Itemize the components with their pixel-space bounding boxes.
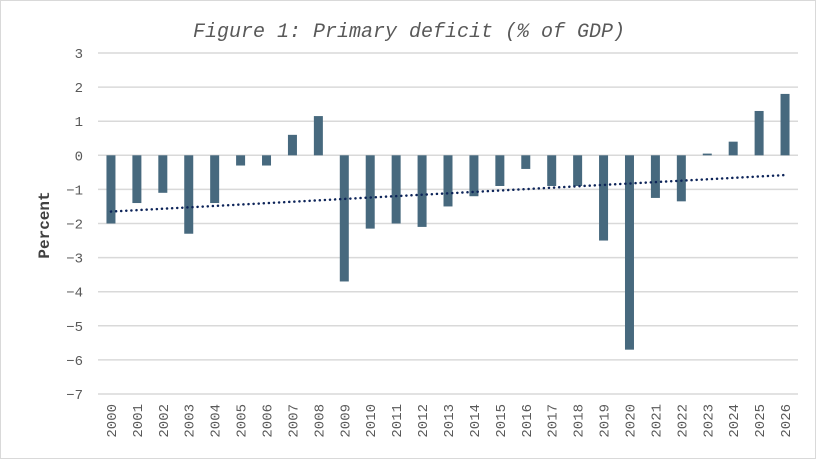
x-tick-label: 2005: [235, 404, 251, 438]
chart-title: Figure 1: Primary deficit (% of GDP): [193, 21, 625, 44]
x-tick-label: 2013: [442, 404, 458, 438]
y-tick-label: −7: [66, 388, 83, 404]
x-tick-label: 2009: [338, 404, 354, 438]
y-tick-label: 0: [75, 149, 83, 165]
bar-2008: [313, 116, 323, 156]
bar-2003: [184, 155, 194, 234]
bar-2019: [599, 155, 609, 241]
bar-2015: [495, 155, 505, 186]
x-tick-label: 2003: [183, 404, 199, 438]
x-tick-label: 2025: [753, 404, 769, 438]
bar-2000: [106, 155, 116, 224]
bar-2022: [676, 155, 686, 202]
x-tick-label: 2006: [261, 404, 277, 438]
bar-2007: [287, 134, 297, 156]
y-tick-label: −5: [66, 320, 83, 336]
x-tick-label: 2017: [546, 404, 562, 438]
bar-2020: [624, 155, 634, 350]
bar-2004: [210, 155, 220, 204]
y-tick-label: 1: [75, 115, 83, 131]
bar-2009: [339, 155, 349, 282]
bar-2024: [728, 141, 738, 156]
bar-2011: [391, 155, 401, 224]
x-tick-label: 2002: [157, 404, 173, 438]
x-tick-label: 2010: [364, 404, 380, 438]
y-axis-label: Percent: [36, 191, 54, 258]
bar-2012: [417, 155, 427, 227]
x-tick-label: 2007: [286, 404, 302, 438]
x-tick-label: 2012: [416, 404, 432, 438]
bar-2018: [573, 155, 583, 186]
bar-2026: [780, 93, 790, 156]
x-tick-label: 2026: [779, 404, 795, 438]
y-tick-label: 3: [75, 47, 83, 63]
x-tick-label: 2000: [105, 404, 121, 438]
y-tick-label: −3: [66, 252, 83, 268]
x-tick-label: 2001: [131, 404, 147, 438]
bar-2016: [521, 155, 531, 169]
bar-2002: [158, 155, 168, 193]
x-tick-label: 2016: [520, 404, 536, 438]
y-tick-label: 2: [75, 81, 83, 97]
trendline: [109, 173, 787, 213]
x-tick-label: 2018: [572, 404, 588, 438]
bar-2017: [547, 155, 557, 186]
bar-2013: [443, 155, 453, 207]
x-tick-label: 2021: [649, 404, 665, 438]
y-tick-label: −4: [66, 286, 83, 302]
bar-2005: [236, 155, 246, 166]
y-tick-label: −1: [66, 183, 83, 199]
bar-2001: [132, 155, 142, 204]
x-tick-label: 2024: [727, 404, 743, 438]
x-tick-label: 2004: [209, 404, 225, 438]
x-tick-label: 2008: [312, 404, 328, 438]
bar-2006: [262, 155, 272, 166]
x-tick-label: 2011: [390, 404, 406, 438]
x-tick-label: 2015: [494, 404, 510, 438]
bar-2023: [702, 153, 712, 156]
x-tick-label: 2014: [468, 404, 484, 438]
y-tick-label: −6: [66, 354, 83, 370]
x-tick-label: 2023: [701, 404, 717, 438]
x-tick-label: 2022: [675, 404, 691, 438]
x-tick-label: 2019: [598, 404, 614, 438]
bar-2025: [754, 110, 764, 156]
bar-2010: [365, 155, 375, 229]
x-tick-label: 2020: [623, 404, 639, 438]
bar-2021: [650, 155, 660, 198]
y-tick-label: −2: [66, 218, 83, 234]
bar-2014: [469, 155, 479, 197]
